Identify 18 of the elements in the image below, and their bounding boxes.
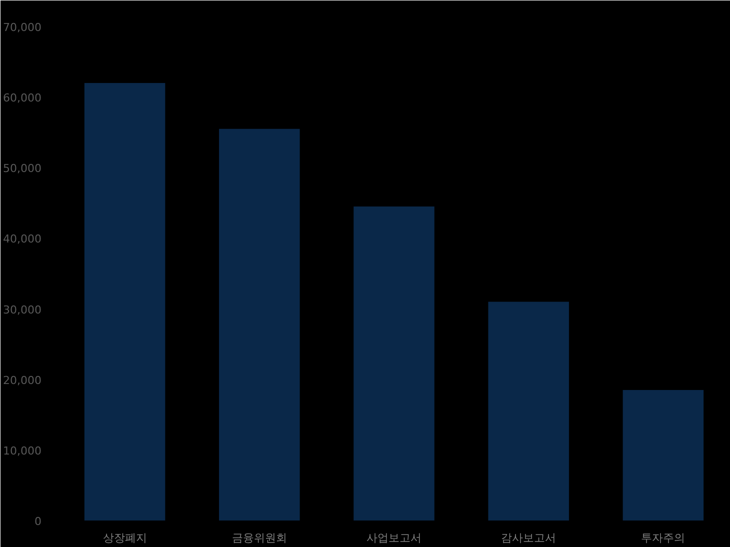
y-tick-label: 20,000 <box>3 374 42 387</box>
y-tick-label: 30,000 <box>3 303 42 316</box>
bar <box>354 206 434 520</box>
y-tick-label: 70,000 <box>3 21 42 34</box>
bar <box>84 82 166 520</box>
x-tick-label: 금융위원회 <box>232 532 287 544</box>
bar <box>219 128 300 520</box>
y-tick-label: 10,000 <box>3 444 42 458</box>
x-tick-label: 사업보고서 <box>366 532 422 544</box>
x-tick-label: 투자주의 <box>641 532 686 544</box>
y-tick-label: 60,000 <box>3 92 42 105</box>
y-tick-label: 40,000 <box>3 232 42 246</box>
x-tick-label: 상장폐지 <box>102 532 147 544</box>
bar <box>488 302 569 520</box>
y-tick-label: 0 <box>34 515 42 528</box>
bar <box>622 390 704 520</box>
y-tick-label: 50,000 <box>3 162 42 176</box>
x-tick-label: 감사보고서 <box>501 532 556 544</box>
